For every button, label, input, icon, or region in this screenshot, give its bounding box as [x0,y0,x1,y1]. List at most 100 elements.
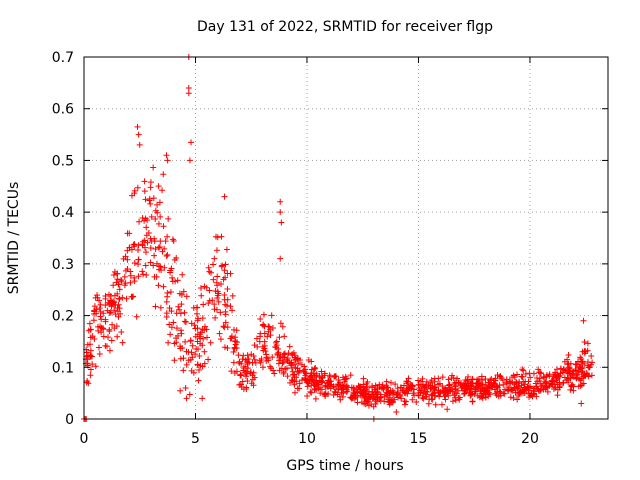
y-tick-label: 0.2 [52,309,74,325]
data-point [409,396,416,403]
data-point [111,307,118,314]
data-point [180,288,187,295]
data-point [390,389,397,396]
data-point [111,325,118,332]
data-point [561,374,568,381]
data-point [199,326,206,333]
data-point [265,328,272,335]
data-point [163,152,170,159]
data-point [435,375,442,382]
data-point [588,352,595,359]
data-point [194,310,201,317]
data-point [323,380,330,387]
data-point [178,291,185,298]
data-point [360,375,367,382]
data-point [186,157,193,164]
data-point [250,369,257,376]
data-point [419,375,426,382]
data-point [251,342,258,349]
data-point [201,348,208,355]
data-point [487,384,494,391]
data-point [135,131,142,138]
data-point [195,377,202,384]
data-point [332,389,339,396]
data-point [218,263,225,270]
data-point [139,242,146,249]
data-point [357,383,364,390]
data-point [305,357,312,364]
data-point [178,301,185,308]
data-point [106,309,113,316]
data-point [466,386,473,393]
data-point [392,381,399,388]
data-point [302,366,309,373]
data-point [409,382,416,389]
data-point [140,271,147,278]
data-point [328,381,335,388]
data-point [182,338,189,345]
data-point [89,333,96,340]
data-point [331,388,338,395]
data-point [253,335,260,342]
data-point [222,274,229,281]
data-point [196,353,203,360]
data-point [147,179,154,186]
data-point [239,356,246,363]
data-point [221,344,228,351]
data-point [493,383,500,390]
data-point [215,298,222,305]
data-point [224,324,231,331]
data-point [183,293,190,300]
data-point [134,184,141,191]
data-point [394,385,401,392]
data-point [581,348,588,355]
data-point [172,278,179,285]
data-point [550,373,557,380]
data-point [305,380,312,387]
data-point [407,385,414,392]
data-point [182,385,189,392]
data-point [177,387,184,394]
data-point [285,350,292,357]
data-point [159,187,166,194]
data-point [194,325,201,332]
data-point [135,273,142,280]
data-point [124,230,131,237]
data-point [280,370,287,377]
data-point [167,269,174,276]
data-point [462,384,469,391]
data-point [338,386,345,393]
data-point [166,305,173,312]
chart-title: Day 131 of 2022, SRMTID for receiver flg… [197,19,493,35]
data-point [160,223,167,230]
data-point [588,372,595,379]
data-point [141,178,148,185]
data-point [208,269,215,276]
data-point [121,282,128,289]
data-point [105,299,112,306]
data-point [188,139,195,146]
data-point [577,377,584,384]
data-point [348,395,355,402]
data-point [312,378,319,385]
data-point [202,323,209,330]
data-point [159,248,166,255]
data-point [282,366,289,373]
data-point [578,359,585,366]
data-point [155,244,162,251]
data-point [296,380,303,387]
data-point [518,373,525,380]
data-point [90,317,97,324]
data-point [120,255,127,262]
data-point [581,338,588,345]
data-point [362,386,369,393]
data-point [567,367,574,374]
data-point [260,347,267,354]
data-point [327,385,334,392]
data-point [586,364,593,371]
data-point [157,213,164,220]
data-point [117,276,124,283]
data-point [363,398,370,405]
data-point [401,389,408,396]
